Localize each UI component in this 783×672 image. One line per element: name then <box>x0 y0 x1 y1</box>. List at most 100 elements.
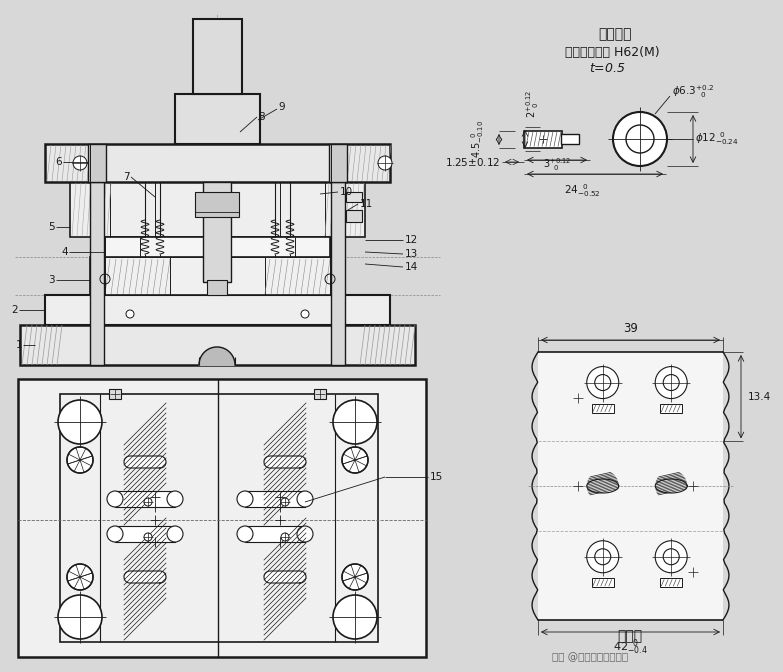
Bar <box>105 237 330 257</box>
Circle shape <box>167 526 183 542</box>
Circle shape <box>297 491 313 507</box>
Circle shape <box>655 470 687 502</box>
Circle shape <box>586 366 619 398</box>
Circle shape <box>586 470 619 502</box>
Bar <box>175 94 260 144</box>
Circle shape <box>264 456 276 468</box>
Circle shape <box>595 549 611 564</box>
Bar <box>207 280 227 295</box>
Circle shape <box>655 470 687 502</box>
Text: 材料：黄铜带 H62(M): 材料：黄铜带 H62(M) <box>565 46 659 58</box>
Circle shape <box>67 447 93 473</box>
Bar <box>109 389 121 399</box>
Bar <box>90 182 104 365</box>
Text: 1.25$\pm$0.12: 1.25$\pm$0.12 <box>445 156 500 168</box>
Bar <box>193 19 242 94</box>
Circle shape <box>586 470 619 502</box>
Circle shape <box>154 456 166 468</box>
Bar <box>130 571 160 583</box>
Circle shape <box>58 400 102 444</box>
Bar <box>346 210 362 222</box>
Text: 头条 @冲压模具设计周周: 头条 @冲压模具设计周周 <box>552 652 628 662</box>
Text: 5: 5 <box>49 222 55 232</box>
Text: 7: 7 <box>124 172 130 182</box>
Circle shape <box>342 447 368 473</box>
Circle shape <box>264 571 276 583</box>
Text: 11: 11 <box>360 199 373 209</box>
Text: $\phi$6.3$^{+0.2}_{\ \ 0}$: $\phi$6.3$^{+0.2}_{\ \ 0}$ <box>672 83 714 100</box>
Circle shape <box>655 470 687 502</box>
Text: 14: 14 <box>405 262 418 272</box>
Text: $\phi$12$^{\ \ 0}_{-0.24}$: $\phi$12$^{\ \ 0}_{-0.24}$ <box>695 130 738 147</box>
Bar <box>592 404 614 413</box>
Bar <box>45 295 390 325</box>
Circle shape <box>237 526 253 542</box>
Circle shape <box>167 491 183 507</box>
Circle shape <box>124 456 136 468</box>
Text: 2$^{+0.12}_{\ \ 0}$: 2$^{+0.12}_{\ \ 0}$ <box>525 89 541 118</box>
Circle shape <box>586 470 619 502</box>
Bar <box>329 144 347 182</box>
Text: 13: 13 <box>405 249 418 259</box>
Circle shape <box>333 400 377 444</box>
Circle shape <box>297 526 313 542</box>
Bar <box>270 571 300 583</box>
Circle shape <box>655 470 687 502</box>
Text: 排样图: 排样图 <box>618 629 643 643</box>
Text: 12: 12 <box>405 235 418 245</box>
Circle shape <box>107 526 123 542</box>
Circle shape <box>586 470 619 502</box>
Circle shape <box>626 125 654 153</box>
Bar <box>561 134 579 144</box>
Text: 3$^{+0.12}_{\ \ 0}$: 3$^{+0.12}_{\ \ 0}$ <box>543 156 572 173</box>
Text: $t$=0.5: $t$=0.5 <box>589 62 626 75</box>
Polygon shape <box>586 479 619 493</box>
Circle shape <box>586 541 619 573</box>
Circle shape <box>655 470 687 502</box>
Bar <box>70 182 365 237</box>
Circle shape <box>294 456 306 468</box>
Circle shape <box>586 470 619 502</box>
Text: 9: 9 <box>278 102 285 112</box>
Text: 10: 10 <box>340 187 353 197</box>
Circle shape <box>126 310 134 318</box>
Bar <box>130 456 160 468</box>
Circle shape <box>655 470 687 502</box>
Bar <box>90 257 345 295</box>
Circle shape <box>124 571 136 583</box>
Text: 工件简图: 工件简图 <box>598 27 632 41</box>
Circle shape <box>144 533 152 541</box>
Circle shape <box>655 470 687 502</box>
Circle shape <box>586 470 619 502</box>
Circle shape <box>294 571 306 583</box>
Circle shape <box>333 595 377 639</box>
Bar <box>115 491 175 507</box>
Bar <box>592 579 614 587</box>
Circle shape <box>281 533 289 541</box>
Circle shape <box>58 595 102 639</box>
Circle shape <box>595 374 611 390</box>
Bar <box>245 526 305 542</box>
Text: 8: 8 <box>258 112 265 122</box>
Text: 39: 39 <box>623 322 638 335</box>
Bar <box>538 352 723 620</box>
Circle shape <box>144 498 152 506</box>
Bar <box>88 144 106 182</box>
Text: 1: 1 <box>16 340 22 350</box>
Circle shape <box>73 156 87 170</box>
Bar <box>660 579 682 587</box>
Circle shape <box>342 564 368 590</box>
Text: 4.5$^{\ \ 0}_{-0.10}$: 4.5$^{\ \ 0}_{-0.10}$ <box>469 120 486 158</box>
Circle shape <box>655 470 687 502</box>
Circle shape <box>586 470 619 502</box>
Circle shape <box>655 470 687 502</box>
Circle shape <box>586 470 619 502</box>
Circle shape <box>655 470 687 502</box>
Bar <box>203 182 231 282</box>
Circle shape <box>107 491 123 507</box>
Circle shape <box>663 374 679 390</box>
Bar <box>331 182 345 365</box>
Polygon shape <box>199 347 235 365</box>
Bar <box>20 325 415 365</box>
Circle shape <box>586 470 619 502</box>
